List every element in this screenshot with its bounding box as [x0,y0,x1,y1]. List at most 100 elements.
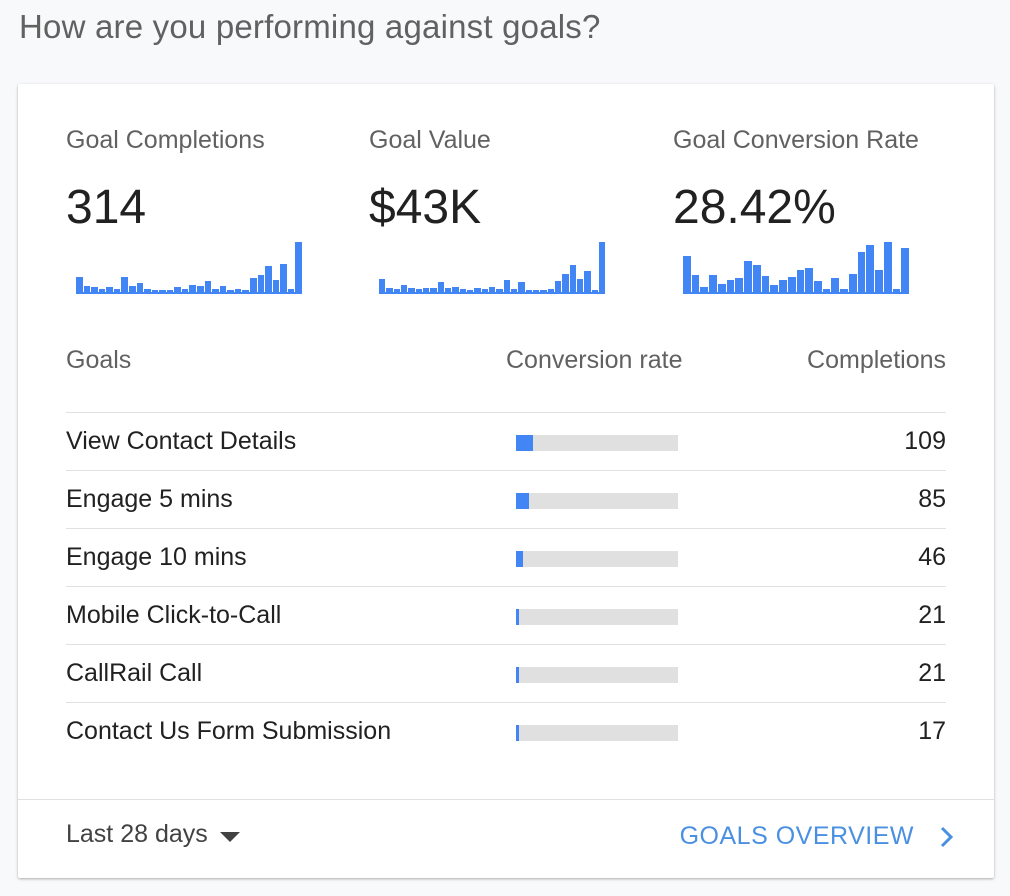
conversion-rate-fill [516,493,529,509]
spark-bar [386,287,393,292]
spark-bar [415,288,422,292]
conversion-rate-fill [516,667,520,683]
conversion-rate-bar [516,667,678,683]
spark-bar [562,273,569,292]
table-row[interactable]: Contact Us Form Submission 17 [66,703,946,760]
spark-bar [848,274,857,292]
spark-bar [726,280,735,292]
goal-name: CallRail Call [66,659,203,687]
goal-completions: 109 [904,427,946,455]
spark-bar [106,287,113,292]
card-footer: Last 28 days GOALS OVERVIEW [18,799,994,878]
spark-bar [598,242,606,292]
conversion-rate-bar [516,551,678,567]
spark-bar [83,286,91,292]
spark-bar [525,289,532,292]
spark-bar [121,277,128,292]
conversion-rate-bar [516,725,678,741]
spark-bar [91,287,98,292]
spark-bar [400,284,408,292]
spark-bar [204,280,212,292]
goals-card: Goal Completions 314 Goal Value $43K Goa… [18,84,994,878]
table-row[interactable]: Mobile Click-to-Call 21 [66,587,946,645]
spark-bar [272,279,280,292]
caret-down-icon [219,831,240,842]
spark-bar [488,286,496,292]
spark-bar [257,274,265,292]
spark-bar [584,270,591,292]
goal-name: Engage 10 mins [66,543,247,571]
spark-bar [474,287,481,292]
table-row[interactable]: Engage 5 mins 85 [66,471,946,529]
spark-bar [735,278,744,292]
sparkline [76,242,302,294]
sparkline [379,242,606,294]
spark-bar [481,288,488,292]
metric-label: Goal Completions [66,126,265,154]
spark-bar [430,287,437,292]
spark-bar [287,288,295,292]
page-title: How are you performing against goals? [19,8,601,45]
spark-bar [683,256,691,292]
metric-value: 314 [66,181,147,234]
spark-bar [408,287,415,292]
goals-overview-link[interactable]: GOALS OVERVIEW [680,822,954,851]
spark-bar [128,286,136,292]
goal-name: Engage 5 mins [66,485,233,513]
goal-name: Contact Us Form Submission [66,717,392,745]
goal-completions: 85 [918,485,946,513]
goals-overview-label: GOALS OVERVIEW [679,822,914,850]
spark-bar [212,288,219,292]
spark-bar [234,288,242,292]
spark-bar [503,280,510,292]
spark-bar [249,278,257,292]
table-row[interactable]: CallRail Call 21 [66,645,946,703]
spark-bar [744,261,752,292]
spark-bar [181,288,189,292]
spark-bar [709,275,717,292]
column-header-completions: Completions [807,346,946,374]
goals-table-body: View Contact Details 109 Engage 5 mins 8… [66,413,946,760]
spark-bar [422,287,430,292]
spark-bar [197,286,204,292]
spark-bar [822,289,831,292]
spark-bar [437,282,444,292]
goal-name: View Contact Details [66,427,297,455]
spark-bar [159,289,166,292]
spark-bar [379,279,386,292]
spark-bar [76,277,83,292]
spark-bar [554,281,562,292]
spark-bar [814,281,822,292]
column-header-conversion-rate: Conversion rate [506,346,683,374]
goal-completions: 17 [918,717,946,745]
spark-bar [151,289,159,292]
conversion-rate-bar [516,609,678,625]
goal-name: Mobile Click-to-Call [66,601,282,629]
spark-bar [452,286,459,292]
conversion-rate-bar [516,435,678,451]
spark-bar [144,288,151,292]
spark-bar [136,282,144,292]
spark-bar [875,270,883,292]
spark-bar [242,289,249,292]
goals-table-header: Goals Conversion rate Completions [66,346,946,413]
spark-bar [883,242,892,292]
spark-bar [295,242,302,292]
table-row[interactable]: View Contact Details 109 [66,413,946,471]
spark-bar [510,288,518,292]
spark-bar [174,287,181,292]
spark-bar [761,276,770,292]
spark-bar [569,265,576,292]
date-range-dropdown[interactable]: Last 28 days [66,820,240,849]
column-header-goals: Goals [66,346,132,374]
spark-bar [466,289,474,292]
spark-bar [166,289,174,292]
metric-value: $43K [369,181,482,234]
spark-bar [113,288,121,292]
table-row[interactable]: Engage 10 mins 46 [66,529,946,587]
conversion-rate-fill [516,551,524,567]
spark-bar [901,248,910,292]
date-range-label: Last 28 days [66,820,208,848]
spark-bar [444,287,452,292]
spark-bar [787,277,796,292]
